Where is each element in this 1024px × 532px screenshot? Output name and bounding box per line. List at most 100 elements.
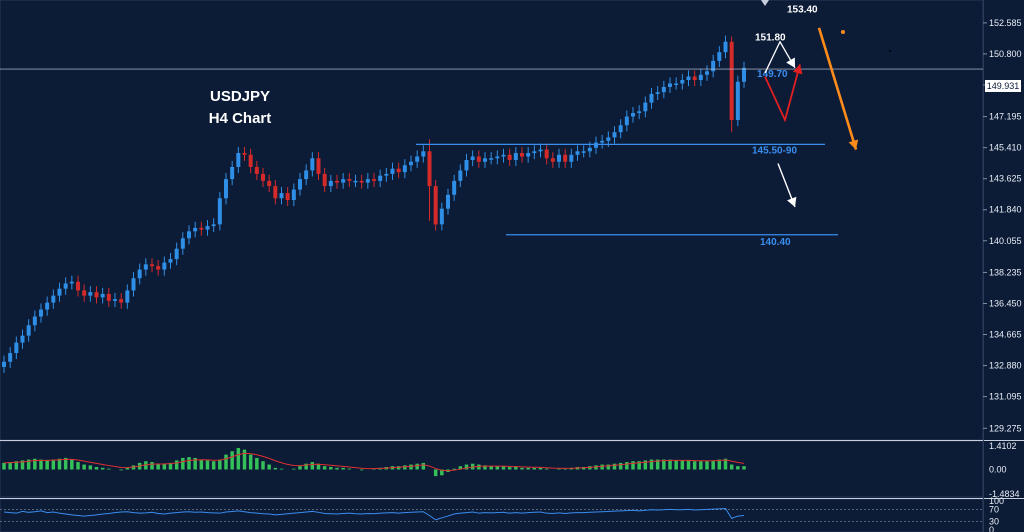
candle-body	[483, 158, 487, 162]
candle-body	[735, 81, 740, 120]
candle-body	[267, 180, 272, 187]
resistance-label-149: 149.70	[757, 69, 788, 80]
price-tick-label: 134.665	[989, 330, 1022, 340]
indicator-line	[3, 508, 745, 521]
candle-body	[501, 154, 506, 157]
price-tick-label: 143.625	[989, 174, 1022, 184]
candle-body	[205, 226, 210, 230]
candle-body	[723, 41, 728, 53]
indicator-tick-label: 30	[989, 516, 999, 526]
candle-body	[310, 158, 315, 171]
price-tick-label: 132.880	[989, 361, 1022, 371]
candle-body	[63, 283, 68, 289]
macd-tick-label: 0.00	[989, 465, 1007, 475]
candle-body	[550, 158, 555, 162]
chart-title: USDJPY	[210, 88, 270, 105]
candle-body	[563, 154, 568, 162]
candle-body	[187, 231, 191, 239]
candle-body	[298, 179, 302, 190]
candle-body	[131, 278, 136, 291]
candle-body	[717, 52, 722, 61]
candle-body	[69, 281, 74, 284]
candle-body	[742, 67, 746, 82]
candle-body	[94, 292, 99, 298]
candle-body	[372, 179, 376, 181]
candle-body	[322, 173, 327, 187]
candle-body	[217, 198, 222, 225]
candle-body	[285, 193, 290, 200]
chart-subtitle: H4 Chart	[209, 110, 272, 127]
candle-body	[2, 361, 6, 367]
support-label-145: 145.50-90	[752, 145, 797, 156]
price-tick-label: 150.800	[989, 49, 1022, 59]
indicator-tick-label: 0	[989, 525, 994, 532]
candle-body	[668, 83, 672, 87]
red-v-arrow	[764, 64, 801, 123]
candle-body	[162, 262, 167, 270]
candle-body	[452, 180, 457, 195]
candle-body	[476, 156, 481, 162]
candle-body	[168, 259, 173, 263]
candle-body	[180, 238, 185, 249]
candle-body	[612, 132, 617, 138]
price-tick-label: 131.095	[989, 392, 1022, 402]
candle-body	[57, 288, 62, 296]
candle-body	[316, 158, 321, 174]
candle-body	[686, 76, 691, 80]
price-tick-label: 136.450	[989, 298, 1022, 308]
candle-body	[421, 151, 426, 157]
high-label-151: 151.80	[755, 33, 786, 44]
candle-body	[594, 142, 598, 148]
orange-down-arrow-head	[848, 139, 859, 150]
candle-body	[705, 71, 709, 75]
candles-layer	[2, 35, 746, 374]
candle-body	[14, 342, 19, 354]
candle-body	[113, 299, 117, 301]
candle-body	[76, 281, 80, 291]
main-pane	[0, 0, 984, 441]
candle-body	[150, 264, 154, 267]
scroll-marker-icon[interactable]	[761, 0, 769, 6]
candle-body	[224, 179, 228, 199]
orange-dot-marker	[841, 30, 845, 34]
candle-body	[532, 151, 537, 154]
candle-body	[304, 170, 309, 180]
black-dot-marker	[889, 50, 891, 52]
candle-body	[8, 353, 13, 362]
candle-body	[88, 292, 93, 296]
candle-body	[347, 179, 352, 181]
candle-body	[390, 168, 395, 174]
candle-body	[587, 147, 592, 152]
indicator-tick-label: 100	[989, 496, 1004, 506]
price-tick-label: 152.585	[989, 18, 1022, 28]
candle-body	[526, 153, 531, 157]
candle-body	[711, 60, 716, 72]
candle-body	[45, 302, 50, 310]
candle-body	[353, 180, 358, 183]
candle-body	[489, 158, 494, 160]
candle-body	[618, 125, 623, 133]
arrows-layer	[764, 27, 859, 208]
candle-body	[507, 154, 512, 160]
candle-body	[254, 166, 259, 174]
candle-body	[279, 193, 284, 199]
candle-body	[464, 160, 469, 171]
candle-body	[569, 154, 574, 162]
candle-body	[378, 175, 383, 181]
price-tick-label: 141.840	[989, 205, 1022, 215]
candle-body	[649, 93, 654, 103]
candle-body	[409, 161, 413, 166]
candle-body	[137, 269, 142, 279]
candle-body	[520, 153, 524, 157]
current-price-label: 149.931	[987, 81, 1020, 91]
indicator-tick-label: 70	[989, 505, 999, 515]
candle-body	[538, 149, 543, 152]
candle-body	[631, 113, 635, 117]
target-label-153: 153.40	[787, 5, 818, 16]
price-tick-label: 147.195	[989, 112, 1022, 122]
candle-body	[661, 86, 666, 93]
candle-body	[575, 151, 580, 155]
candle-body	[470, 156, 475, 160]
candle-body	[273, 186, 278, 199]
